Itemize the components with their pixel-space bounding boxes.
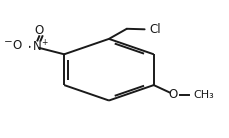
Text: Cl: Cl xyxy=(148,23,160,36)
Text: CH₃: CH₃ xyxy=(193,90,214,100)
Text: O: O xyxy=(12,39,22,52)
Text: +: + xyxy=(41,38,48,47)
Text: O: O xyxy=(168,88,177,101)
Text: N: N xyxy=(33,40,42,53)
Text: −: − xyxy=(4,37,13,47)
Text: O: O xyxy=(35,24,44,37)
